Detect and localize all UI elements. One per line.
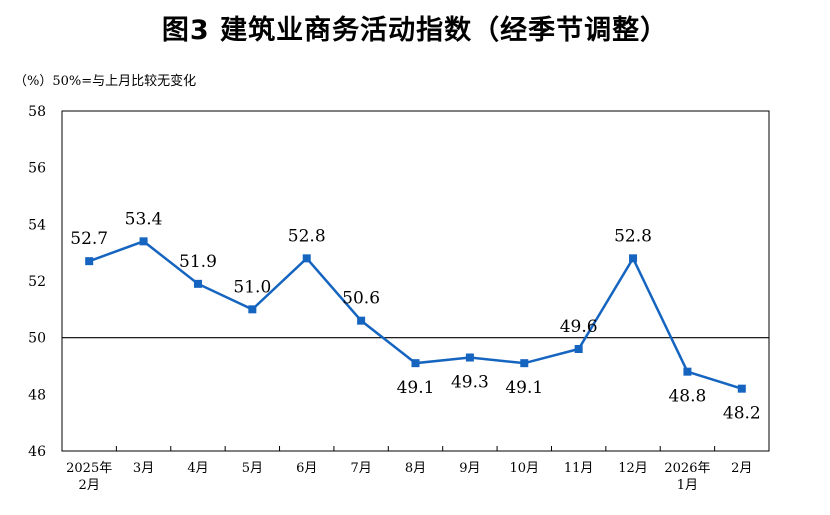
data-point bbox=[357, 316, 366, 325]
x-tick-label: 2026年 bbox=[664, 461, 710, 476]
x-tick-label: 3月 bbox=[133, 461, 154, 476]
data-point bbox=[411, 359, 420, 368]
data-label: 48.8 bbox=[668, 387, 706, 407]
data-point bbox=[629, 254, 638, 263]
data-label: 52.8 bbox=[288, 226, 326, 246]
x-tick-label: 7月 bbox=[350, 461, 371, 476]
plot-area bbox=[61, 110, 770, 452]
x-axis: 2025年 2月 3月 4月 5月 6月 7月 8月 9月 10月 11月 12月 2026年 1月 2月 bbox=[66, 446, 752, 493]
data-label: 51.0 bbox=[233, 277, 271, 297]
data-point bbox=[574, 345, 583, 353]
x-tick-label: 1月 bbox=[677, 478, 698, 493]
data-label: 52.8 bbox=[614, 226, 652, 246]
data-points bbox=[85, 237, 746, 393]
y-tick-label: 50 bbox=[28, 331, 46, 347]
data-point bbox=[520, 359, 529, 368]
x-tick-label: 2月 bbox=[79, 478, 100, 493]
data-point bbox=[683, 367, 692, 376]
data-label: 53.4 bbox=[125, 209, 163, 229]
data-point bbox=[139, 237, 148, 246]
x-tick-label: 12月 bbox=[618, 461, 648, 476]
y-tick-label: 46 bbox=[28, 444, 46, 460]
data-point bbox=[302, 254, 311, 263]
data-label: 50.6 bbox=[342, 289, 380, 309]
data-labels: 52.7 53.4 51.9 51.0 52.8 50.6 49.1 49.3 49.1 49.6… bbox=[70, 209, 760, 423]
data-label: 49.1 bbox=[505, 378, 543, 398]
x-tick-label: 10月 bbox=[509, 461, 539, 476]
x-tick-label: 9月 bbox=[459, 461, 480, 476]
data-point bbox=[193, 279, 202, 288]
data-point bbox=[85, 257, 94, 266]
data-label: 48.2 bbox=[723, 404, 761, 424]
x-tick-label: 8月 bbox=[405, 461, 426, 476]
data-label: 52.7 bbox=[70, 229, 108, 249]
y-tick-label: 52 bbox=[28, 274, 46, 290]
chart-title: 图3 建筑业商务活动指数（经季节调整） bbox=[161, 15, 669, 46]
data-label: 49.6 bbox=[560, 317, 598, 337]
y-axis-label: （%）50%=与上月比较无变化 bbox=[14, 74, 197, 89]
y-tick-label: 56 bbox=[28, 161, 46, 177]
x-tick-label: 5月 bbox=[242, 461, 263, 476]
data-label: 49.1 bbox=[397, 378, 435, 398]
y-tick-label: 54 bbox=[28, 217, 46, 233]
x-tick-label: 6月 bbox=[296, 461, 317, 476]
x-tick-label: 11月 bbox=[564, 461, 594, 476]
y-tick-label: 48 bbox=[28, 387, 46, 403]
data-label: 51.9 bbox=[179, 252, 217, 272]
x-tick-label: 2025年 bbox=[66, 461, 112, 476]
data-label: 49.3 bbox=[451, 373, 489, 393]
x-tick-label: 2月 bbox=[731, 461, 752, 476]
data-point bbox=[737, 384, 746, 393]
y-tick-label: 58 bbox=[28, 104, 46, 120]
x-tick-label: 4月 bbox=[187, 461, 208, 476]
data-point bbox=[248, 305, 257, 314]
y-axis: 46 48 50 52 54 56 58 bbox=[28, 104, 46, 460]
data-point bbox=[465, 353, 474, 362]
